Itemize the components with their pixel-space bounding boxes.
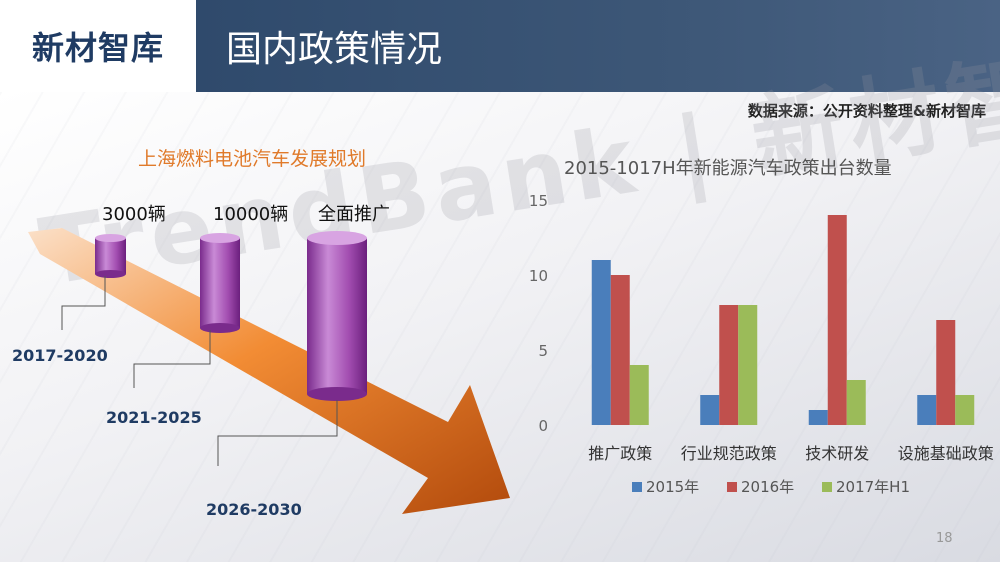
bar-1-2 bbox=[738, 305, 758, 425]
stage-3-quantity: 全面推广 bbox=[318, 204, 390, 225]
bar-2-0 bbox=[808, 410, 828, 425]
leader-line-stage-1 bbox=[61, 276, 106, 330]
legend-label-0: 2015年 bbox=[646, 478, 699, 496]
logo: 新材智库 bbox=[0, 0, 196, 92]
bar-3-0 bbox=[917, 395, 937, 425]
logo-text: 新材智库 bbox=[31, 29, 164, 67]
bar-3-1 bbox=[936, 320, 956, 425]
stage-1-period: 2017-2020 bbox=[12, 346, 108, 365]
title-bar: 国内政策情况 bbox=[196, 0, 1000, 92]
data-source-note: 数据来源：公开资料整理&新材智库 bbox=[747, 102, 986, 120]
bar-2-1 bbox=[827, 215, 847, 425]
legend-label-1: 2016年 bbox=[741, 478, 794, 496]
bar-0-0 bbox=[591, 260, 611, 425]
cylinder-stage-2 bbox=[200, 233, 240, 333]
stage-3-period: 2026-2030 bbox=[206, 500, 302, 519]
x-tick-label-0: 推广政策 bbox=[588, 444, 652, 463]
legend-swatch-0 bbox=[632, 482, 642, 492]
bar-2-2 bbox=[846, 380, 866, 425]
legend-swatch-2 bbox=[822, 482, 832, 492]
x-tick-label-1: 行业规范政策 bbox=[681, 444, 777, 463]
y-tick-label-0: 0 bbox=[538, 417, 548, 435]
legend-label-2: 2017年H1 bbox=[836, 478, 910, 496]
bar-1-1 bbox=[719, 305, 739, 425]
leader-line-stage-2 bbox=[133, 330, 211, 388]
stage-2-quantity: 10000辆 bbox=[213, 204, 289, 225]
y-tick-label-1: 5 bbox=[538, 342, 548, 360]
page-title: 国内政策情况 bbox=[226, 29, 443, 70]
leader-line-stage-3 bbox=[217, 400, 338, 466]
stage-2-period: 2021-2025 bbox=[106, 408, 202, 427]
chart-title: 2015-1017H年新能源汽车政策出台数量 bbox=[564, 158, 892, 179]
plan-title: 上海燃料电池汽车发展规划 bbox=[138, 148, 367, 170]
y-tick-label-3: 15 bbox=[529, 192, 548, 210]
x-tick-label-3: 设施基础政策 bbox=[898, 444, 994, 463]
stage-1-quantity: 3000辆 bbox=[102, 204, 166, 225]
bar-1-0 bbox=[700, 395, 720, 425]
x-tick-label-2: 技术研发 bbox=[805, 444, 869, 463]
timeline-arrow bbox=[28, 228, 510, 514]
y-tick-label-2: 10 bbox=[529, 267, 548, 285]
cylinder-stage-1 bbox=[95, 234, 126, 278]
page-number: 18 bbox=[936, 531, 953, 546]
cylinder-stage-3 bbox=[307, 231, 367, 401]
legend-swatch-1 bbox=[727, 482, 737, 492]
bar-0-2 bbox=[629, 365, 649, 425]
bar-0-1 bbox=[610, 275, 630, 425]
bar-3-2 bbox=[955, 395, 975, 425]
